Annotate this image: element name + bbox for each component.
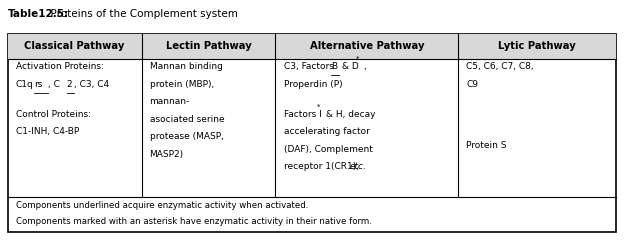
Text: Lytic Pathway: Lytic Pathway bbox=[499, 41, 576, 52]
Text: & D: & D bbox=[339, 62, 359, 71]
Text: Alternative Pathway: Alternative Pathway bbox=[310, 41, 424, 52]
Text: Table12.5:: Table12.5: bbox=[7, 9, 69, 19]
Text: *: * bbox=[356, 56, 359, 62]
Bar bbox=[7, 34, 617, 232]
Text: protein (MBP),: protein (MBP), bbox=[150, 80, 214, 89]
Text: Mannan binding: Mannan binding bbox=[150, 62, 223, 71]
Text: Classical Pathway: Classical Pathway bbox=[24, 41, 125, 52]
Text: C3, Factors: C3, Factors bbox=[283, 62, 336, 71]
Text: (DAF), Complement: (DAF), Complement bbox=[283, 145, 373, 154]
Text: accelerating factor: accelerating factor bbox=[283, 127, 369, 136]
Text: Proteins of the Complement system: Proteins of the Complement system bbox=[44, 9, 238, 19]
Text: C1-INH, C4-BP: C1-INH, C4-BP bbox=[16, 127, 79, 136]
Text: C1q: C1q bbox=[16, 80, 34, 89]
Text: C5, C6, C7, C8,: C5, C6, C7, C8, bbox=[466, 62, 534, 71]
Text: Factors I: Factors I bbox=[283, 110, 321, 119]
Text: 2: 2 bbox=[67, 80, 72, 89]
Text: MASP2): MASP2) bbox=[150, 150, 183, 159]
Text: rs: rs bbox=[34, 80, 42, 89]
Text: Table12.5:  Proteins of the Complement system: Table12.5: Proteins of the Complement sy… bbox=[7, 9, 255, 19]
Text: Activation Proteins:: Activation Proteins: bbox=[16, 62, 104, 71]
Text: ,: , bbox=[364, 62, 366, 71]
Text: Protein S: Protein S bbox=[466, 141, 507, 150]
Text: mannan-: mannan- bbox=[150, 97, 190, 106]
Text: etc.: etc. bbox=[350, 162, 367, 171]
Text: Control Proteins:: Control Proteins: bbox=[16, 110, 90, 119]
Text: B: B bbox=[331, 62, 337, 71]
Text: Components underlined acquire enzymatic activity when activated.: Components underlined acquire enzymatic … bbox=[16, 201, 308, 210]
Text: Components marked with an asterisk have enzymatic activity in their native form.: Components marked with an asterisk have … bbox=[16, 217, 371, 226]
Text: Lectin Pathway: Lectin Pathway bbox=[165, 41, 251, 52]
Text: , C3, C4: , C3, C4 bbox=[74, 80, 109, 89]
Text: C9: C9 bbox=[466, 80, 478, 89]
Text: protease (MASP,: protease (MASP, bbox=[150, 132, 223, 141]
Text: , C: , C bbox=[48, 80, 60, 89]
Bar bbox=[7, 34, 617, 59]
Text: asociated serine: asociated serine bbox=[150, 115, 224, 124]
Text: Properdin (P): Properdin (P) bbox=[283, 80, 342, 89]
Text: & H, decay: & H, decay bbox=[323, 110, 375, 119]
Text: *: * bbox=[316, 103, 320, 109]
Text: receptor 1(CR1),: receptor 1(CR1), bbox=[283, 162, 361, 171]
